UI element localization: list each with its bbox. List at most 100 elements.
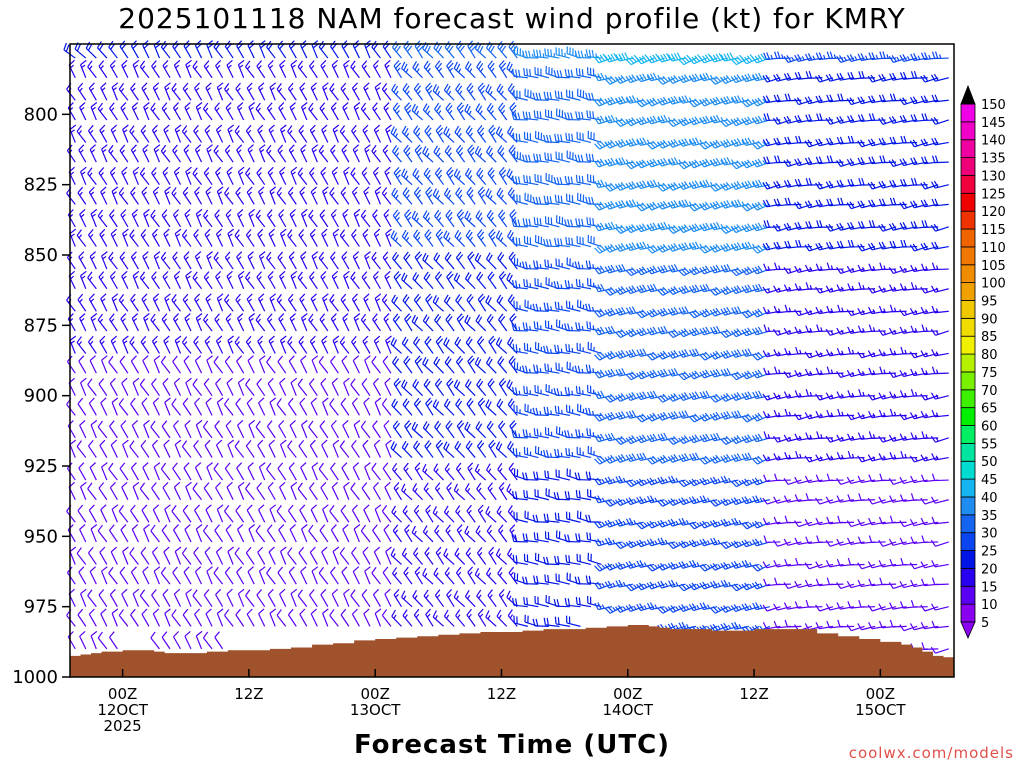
wind-barb-feather: [636, 436, 642, 444]
wind-barb-staff: [341, 571, 350, 585]
wind-barb-feather: [111, 186, 119, 192]
wind-barb-feather: [478, 338, 485, 345]
wind-barb-feather: [269, 293, 277, 299]
wind-barb-staff: [110, 340, 118, 354]
wind-barb-feather: [596, 370, 603, 378]
wind-barb-feather: [498, 166, 505, 174]
wind-barb-feather: [88, 82, 95, 89]
wind-barb-staff: [485, 512, 497, 523]
wind-barb-half-feather: [102, 255, 107, 260]
wind-barb-feather: [499, 358, 505, 366]
wind-barb-half-feather: [511, 529, 515, 534]
wind-barb-half-feather: [205, 172, 210, 176]
wind-barb-feather: [110, 228, 118, 235]
wind-barb-feather: [628, 182, 634, 189]
wind-barb-feather: [557, 91, 560, 99]
wind-barb-feather: [173, 209, 179, 216]
wind-barb-half-feather: [499, 572, 503, 577]
wind-barb-feather: [143, 524, 150, 530]
wind-barb-staff: [266, 150, 276, 163]
wind-barb-staff: [69, 340, 76, 354]
wind-barb-feather: [445, 400, 451, 408]
wind-barb-staff: [524, 117, 539, 121]
wind-barb-staff: [226, 275, 234, 290]
wind-barb-feather: [557, 345, 560, 353]
wind-barb-feather: [522, 429, 525, 437]
wind-barb-feather: [657, 396, 664, 403]
wind-barb-half-feather: [270, 129, 274, 134]
wind-barb-feather: [361, 60, 368, 67]
wind-barb-staff: [203, 594, 213, 608]
wind-barb-half-feather: [323, 298, 328, 302]
wind-barb-staff: [393, 172, 403, 185]
wind-barb-feather: [434, 271, 441, 278]
wind-barb-half-feather: [70, 275, 74, 280]
wind-barb-feather: [652, 433, 658, 441]
wind-barb-staff: [111, 191, 118, 205]
wind-barb-staff: [152, 87, 160, 101]
wind-barb-staff: [352, 571, 360, 585]
wind-barb-half-feather: [152, 107, 156, 112]
wind-barb-feather: [445, 339, 450, 347]
wind-barb-staff: [384, 275, 392, 290]
wind-barb-staff: [661, 479, 676, 485]
wind-barb-feather: [235, 397, 241, 405]
wind-barb-feather: [278, 313, 285, 320]
wind-barb-feather: [617, 498, 624, 505]
wind-barb-feather: [628, 479, 635, 486]
wind-barb-staff: [465, 342, 476, 354]
wind-barb-staff: [311, 466, 318, 481]
wind-barb-feather: [507, 229, 512, 237]
wind-barb-feather: [301, 419, 308, 426]
wind-barb-staff: [151, 130, 160, 143]
wind-barb-feather: [487, 190, 492, 198]
wind-barb-feather: [631, 117, 637, 124]
wind-barb-half-feather: [322, 340, 327, 345]
wind-barb-feather: [401, 229, 407, 237]
wind-barb-feather: [372, 313, 378, 320]
wind-barb-staff: [402, 511, 413, 523]
wind-barb-staff: [321, 340, 329, 354]
wind-barb-feather: [488, 546, 495, 553]
wind-barb-staff: [139, 66, 150, 79]
wind-barb-staff: [331, 64, 339, 79]
wind-barb-feather: [533, 321, 536, 329]
wind-barb-feather: [373, 377, 379, 384]
wind-barb-staff: [422, 531, 434, 543]
wind-barb-half-feather: [445, 614, 450, 619]
wind-barb-feather: [596, 309, 603, 317]
wind-barb-feather: [216, 186, 224, 192]
wind-barb-staff: [524, 285, 539, 290]
wind-barb-half-feather: [448, 109, 453, 114]
wind-barb-half-feather: [667, 223, 671, 229]
wind-barb-staff: [414, 360, 424, 374]
wind-barb-staff: [121, 593, 129, 607]
wind-barb-feather: [153, 251, 161, 257]
wind-barb-staff: [535, 180, 549, 186]
wind-barb-feather: [646, 458, 653, 465]
wind-barb-half-feather: [311, 340, 316, 345]
wind-barb-staff: [173, 171, 182, 185]
wind-barb-staff: [392, 319, 402, 332]
wind-barb-feather: [533, 260, 536, 268]
wind-barb-feather: [649, 563, 656, 571]
wind-barb-half-feather: [426, 552, 430, 556]
wind-barb-feather: [216, 397, 224, 403]
wind-barb-staff: [556, 158, 571, 163]
wind-barb-staff: [474, 259, 487, 270]
wind-barb-half-feather: [80, 213, 85, 218]
wind-barb-feather: [432, 506, 437, 514]
wind-barb-staff: [353, 528, 360, 543]
wind-barb-staff: [619, 456, 634, 463]
wind-barb-feather: [625, 119, 632, 127]
wind-barb-staff: [351, 509, 360, 523]
wind-barb-half-feather: [386, 340, 391, 344]
wind-barb-half-feather: [405, 571, 409, 576]
wind-barb-feather: [361, 167, 368, 174]
wind-barb-half-feather: [280, 64, 285, 69]
wind-barb-half-feather: [194, 233, 199, 238]
wind-barb-staff: [289, 425, 297, 439]
wind-barb-staff: [475, 109, 487, 121]
wind-barb-feather: [618, 264, 623, 272]
wind-barb-feather: [206, 251, 213, 257]
